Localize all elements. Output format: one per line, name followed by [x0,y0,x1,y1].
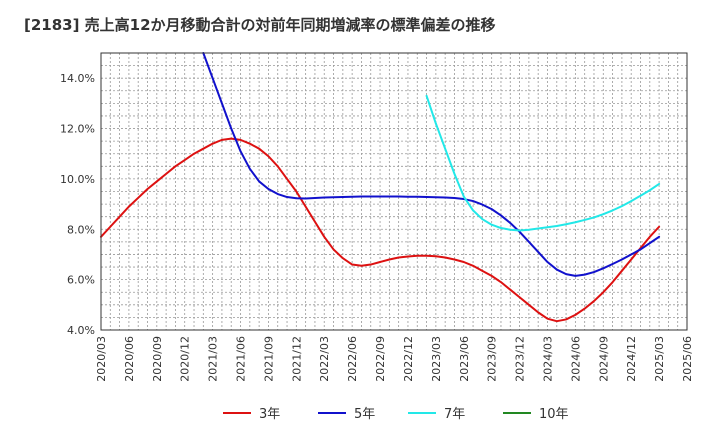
y-tick-label: 8.0% [67,223,95,236]
y-axis-ticks: 4.0% 6.0% 8.0% 10.0% 12.0% 14.0% [60,72,95,337]
legend: 3年 5年 7年 10年 [223,407,569,422]
y-tick-label: 10.0% [60,173,95,186]
legend-label-3: 7年 [444,407,465,422]
x-tick-label: 2024/06 [569,336,582,382]
legend-label-4: 10年 [539,407,569,422]
y-tick-label: 14.0% [60,72,95,85]
y-tick-label: 12.0% [60,123,95,136]
x-tick-label: 2022/03 [318,336,331,382]
series-line-2 [202,52,661,277]
x-tick-label: 2020/09 [151,336,164,382]
x-tick-label: 2023/06 [458,336,471,382]
x-tick-label: 2021/09 [262,336,275,382]
legend-label-1: 3年 [259,407,280,422]
x-tick-label: 2023/12 [514,336,527,382]
x-tick-label: 2023/03 [430,336,443,382]
legend-label-2: 5年 [354,407,375,422]
x-tick-label: 2023/09 [486,336,499,382]
x-tick-label: 2022/12 [402,336,415,382]
x-tick-label: 2025/03 [653,336,666,382]
x-tick-label: 2021/12 [290,336,303,382]
series-line-3 [425,94,661,232]
x-tick-label: 2024/09 [597,336,610,382]
series-line-1 [100,137,661,323]
x-tick-label: 2020/12 [179,336,192,382]
y-tick-label: 6.0% [67,274,95,287]
x-tick-label: 2022/09 [374,336,387,382]
chart-title: [2183] 売上高12か月移動合計の対前年同期増減率の標準偏差の推移 [24,16,496,34]
x-tick-label: 2024/03 [541,336,554,382]
x-tick-label: 2022/06 [346,336,359,382]
x-tick-label: 2025/06 [681,336,694,382]
x-axis-ticks: 2020/03 2020/06 2020/09 2020/12 2021/03 2021/… [95,336,694,382]
x-tick-label: 2024/12 [625,336,638,382]
axes [100,52,688,331]
y-tick-label: 4.0% [67,324,95,337]
x-tick-label: 2021/06 [235,336,248,382]
series-layer [100,52,661,323]
plot-frame [100,52,688,331]
x-tick-label: 2020/03 [95,336,108,382]
x-tick-label: 2021/03 [207,336,220,382]
x-tick-label: 2020/06 [123,336,136,382]
